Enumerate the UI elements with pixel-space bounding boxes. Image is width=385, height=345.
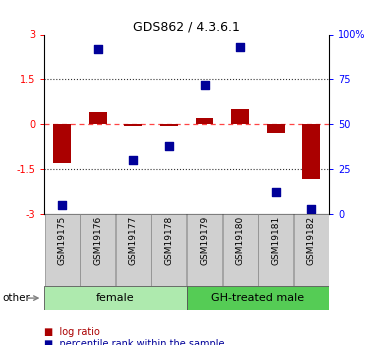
Point: [308, 206, 315, 211]
Bar: [80, 214, 115, 286]
Bar: [89, 112, 107, 124]
Bar: [44, 286, 187, 310]
Point: [201, 82, 208, 88]
Bar: [223, 214, 258, 286]
Bar: [196, 118, 213, 124]
Bar: [151, 214, 186, 286]
Point: [273, 190, 279, 195]
Point: [237, 44, 243, 50]
Text: GH-treated male: GH-treated male: [211, 293, 305, 303]
Bar: [53, 124, 71, 163]
Text: GSM19182: GSM19182: [307, 216, 316, 265]
Bar: [187, 214, 222, 286]
Bar: [116, 214, 151, 286]
Text: other: other: [2, 293, 30, 303]
Bar: [45, 214, 80, 286]
Bar: [187, 286, 329, 310]
Bar: [267, 124, 285, 132]
Text: GSM19181: GSM19181: [271, 216, 280, 265]
Text: GSM19176: GSM19176: [93, 216, 102, 265]
Text: GSM19175: GSM19175: [58, 216, 67, 265]
Title: GDS862 / 4.3.6.1: GDS862 / 4.3.6.1: [133, 20, 240, 33]
Bar: [124, 124, 142, 126]
Point: [166, 143, 172, 148]
Text: GSM19179: GSM19179: [200, 216, 209, 265]
Text: GSM19178: GSM19178: [164, 216, 173, 265]
Text: ■  percentile rank within the sample: ■ percentile rank within the sample: [44, 339, 225, 345]
Bar: [294, 214, 329, 286]
Bar: [160, 124, 178, 126]
Text: ■  log ratio: ■ log ratio: [44, 327, 100, 337]
Text: female: female: [96, 293, 135, 303]
Text: GSM19177: GSM19177: [129, 216, 138, 265]
Point: [59, 202, 65, 208]
Text: GSM19180: GSM19180: [236, 216, 244, 265]
Point: [130, 157, 136, 163]
Bar: [303, 124, 320, 179]
Point: [95, 46, 101, 52]
Bar: [258, 214, 293, 286]
Bar: [231, 109, 249, 124]
